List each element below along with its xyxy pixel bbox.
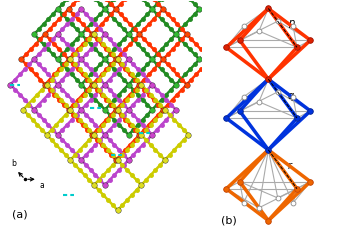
Text: a: a bbox=[39, 181, 44, 190]
Text: b: b bbox=[11, 159, 16, 168]
Text: (a): (a) bbox=[12, 210, 28, 220]
Text: q: q bbox=[288, 91, 294, 101]
Text: r: r bbox=[288, 161, 292, 171]
Text: (b): (b) bbox=[221, 215, 237, 225]
Text: p: p bbox=[288, 18, 294, 28]
